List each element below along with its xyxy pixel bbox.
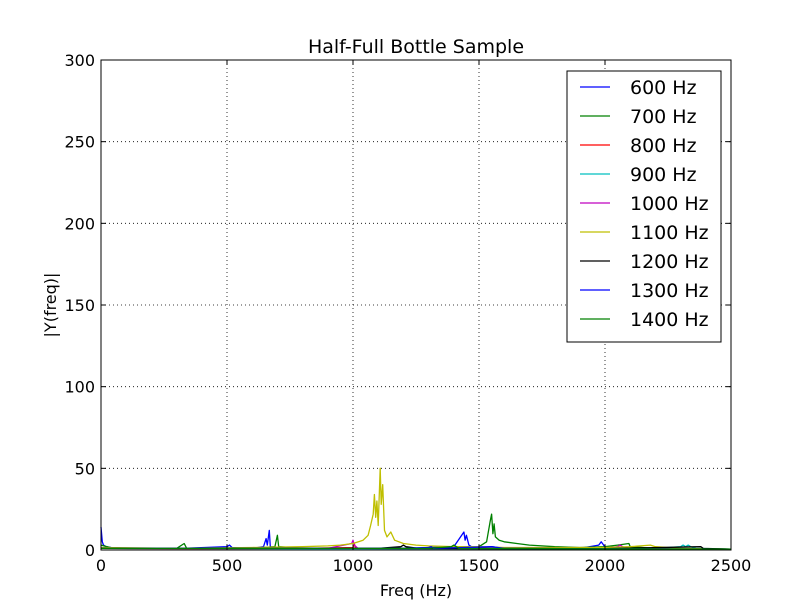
- series-line-5: [100, 467, 732, 550]
- x-tick-label: 0: [96, 556, 106, 575]
- y-tick-label: 150: [64, 296, 95, 315]
- legend-label: 1300 Hz: [630, 280, 709, 302]
- legend-label: 1400 Hz: [630, 309, 709, 331]
- x-tick-label: 1000: [333, 556, 374, 575]
- x-axis-label: Freq (Hz): [380, 581, 452, 600]
- legend-label: 1100 Hz: [630, 222, 709, 244]
- y-tick-label: 50: [75, 459, 95, 478]
- y-tick-label: 0: [85, 541, 95, 560]
- legend-label: 900 Hz: [630, 164, 697, 186]
- y-tick-label: 200: [64, 214, 95, 233]
- y-tick-label: 100: [64, 378, 95, 397]
- legend: 600 Hz 700 Hz 800 Hz 900 Hz 1000 Hz 1100 Hz 12…: [566, 70, 722, 343]
- series-layer: [100, 467, 732, 550]
- ticks: 0 500 1000 1500 2000 2500 0 50 100 150 200 250 300: [64, 51, 751, 575]
- legend-label: 800 Hz: [630, 135, 697, 157]
- x-tick-label: 1500: [459, 556, 500, 575]
- x-tick-label: 2500: [711, 556, 752, 575]
- chart-title: Half-Full Bottle Sample: [308, 36, 524, 58]
- x-tick-label: 2000: [585, 556, 626, 575]
- x-tick-label: 500: [212, 556, 243, 575]
- y-tick-label: 300: [64, 51, 95, 70]
- legend-label: 1000 Hz: [630, 193, 709, 215]
- legend-label: 600 Hz: [630, 77, 697, 99]
- series-line-8: [101, 544, 732, 550]
- y-tick-label: 250: [64, 133, 95, 152]
- y-axis-label: |Y(freq)|: [41, 273, 60, 338]
- legend-label: 700 Hz: [630, 106, 697, 128]
- legend-label: 1200 Hz: [630, 251, 709, 273]
